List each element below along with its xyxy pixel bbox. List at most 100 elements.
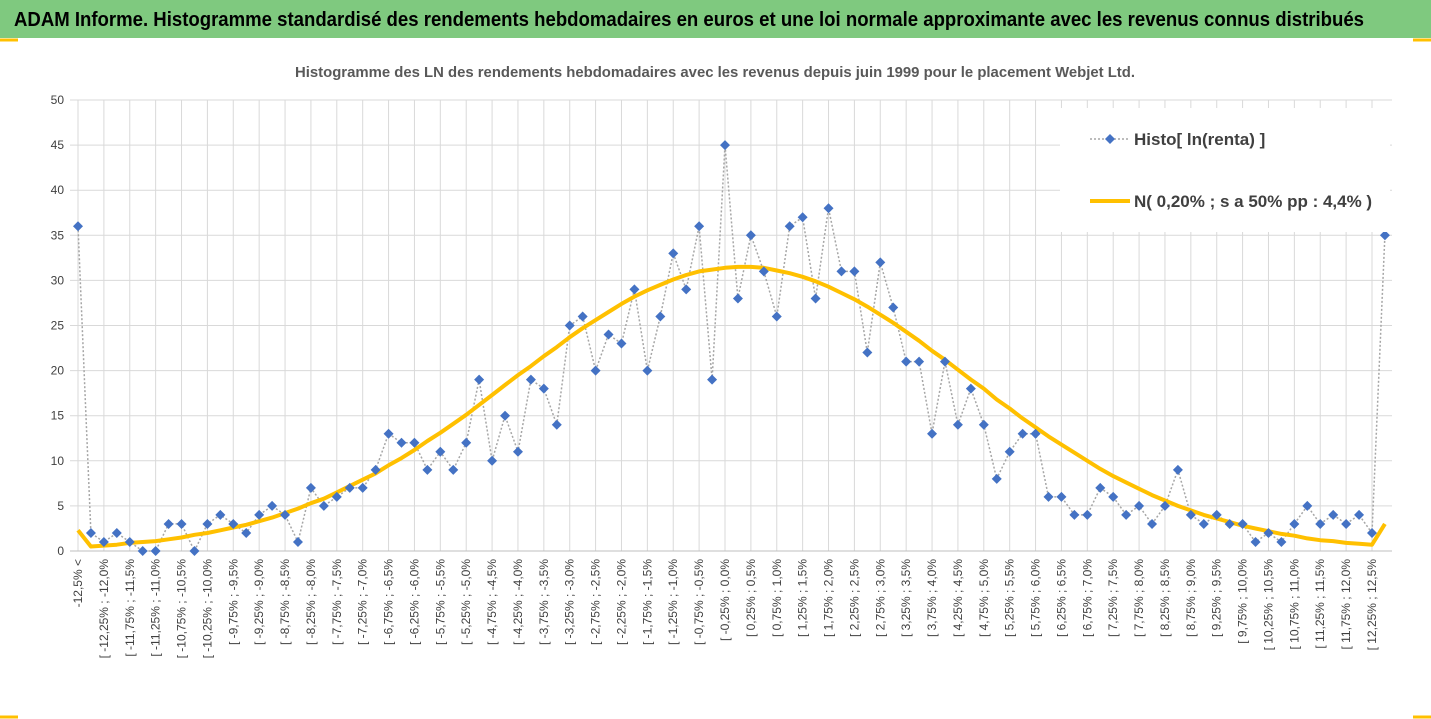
marker [538,383,549,394]
x-tick-label: [ -4,75% ; -4,5% [485,559,499,645]
marker [422,464,433,475]
marker [1056,491,1067,502]
x-tick-label: [ -0,75% ; -0,5% [692,559,706,645]
y-tick-label: 25 [51,319,65,333]
marker [163,518,174,529]
marker [1159,500,1170,511]
marker [1147,518,1158,529]
marker [694,221,705,232]
marker [512,446,523,457]
marker [1108,491,1119,502]
marker [732,293,743,304]
marker [383,428,394,439]
marker [927,428,938,439]
x-tick-label: [ -8,75% ; -8,5% [278,559,292,645]
x-tick-label: [ -7,75% ; -7,5% [330,559,344,645]
x-tick-label: [ 3,25% ; 3,5% [899,559,913,637]
marker [1004,446,1015,457]
marker [1198,518,1209,529]
x-tick-label: [ 11,75% ; 12,0% [1339,559,1353,650]
marker [474,374,485,385]
x-tick-label: [ 4,25% ; 4,5% [951,559,965,637]
marker [396,437,407,448]
marker [564,320,575,331]
series-line [76,264,1387,549]
x-tick-label: [ 10,75% ; 11,0% [1287,559,1301,650]
x-tick-label: [ -2,75% ; -2,5% [589,559,603,645]
x-tick-label: [ 2,25% ; 2,5% [847,559,861,637]
y-tick-label: 35 [51,228,65,242]
marker [1224,518,1235,529]
marker [836,266,847,277]
marker [435,446,446,457]
marker [965,383,976,394]
x-tick-label: [ 5,25% ; 5,5% [1003,559,1017,637]
marker [98,536,109,547]
x-tick-label: [ -10,75% ; -10,5% [175,559,189,659]
marker [280,509,291,520]
x-tick-label: [ -5,75% ; -5,5% [433,559,447,645]
marker [487,455,498,466]
marker [901,356,912,367]
marker [1302,500,1313,511]
legend-label: N( 0,20% ; s a 50% pp : 4,4% ) [1134,192,1372,211]
y-tick-label: 50 [51,93,65,107]
marker [616,338,627,349]
x-tick-label: [ 1,75% ; 2,0% [822,559,836,637]
x-tick-label: [ 6,25% ; 6,5% [1054,559,1068,637]
marker [642,365,653,376]
x-tick-label: [ 6,75% ; 7,0% [1080,559,1094,637]
marker [228,518,239,529]
y-tick-label: 0 [57,544,64,558]
marker [1095,482,1106,493]
marker [1263,527,1274,538]
marker [1082,509,1093,520]
header-title: ADAM Informe. Histogramme standardisé de… [14,9,1364,31]
y-tick-label: 20 [51,364,65,378]
marker [991,473,1002,484]
marker [1172,464,1183,475]
marker [370,464,381,475]
x-tick-label: [ -11,75% ; -11,5% [123,559,137,657]
x-tick-label: [ -2,25% ; -2,0% [614,559,628,645]
x-tick-label: [ 0,25% ; 0,5% [744,559,758,637]
y-tick-label: 5 [57,499,64,513]
marker [215,509,226,520]
marker [1237,518,1248,529]
y-tick-label: 15 [51,409,65,423]
marker [461,437,472,448]
marker [73,221,83,232]
marker [1185,509,1196,520]
marker [292,536,303,547]
marker [267,500,278,511]
marker [590,365,601,376]
x-tick-label: [ -11,25% ; -11,0% [149,559,163,657]
marker [707,374,718,385]
marker [551,419,562,430]
marker [448,464,459,475]
marker [681,284,692,295]
x-tick-label: [ -1,25% ; -1,0% [666,559,680,645]
marker [810,293,821,304]
y-tick-label: 30 [51,273,65,287]
marker [888,302,899,313]
marker [150,546,161,556]
x-tick-label: [ -3,25% ; -3,0% [563,559,577,645]
x-tick-label: [ 4,75% ; 5,0% [977,559,991,637]
x-tick-label: [ 0,75% ; 1,0% [770,559,784,637]
marker [1017,428,1028,439]
marker [1043,491,1054,502]
y-tick-label: 40 [51,183,65,197]
x-tick-label: [ 8,25% ; 8,5% [1158,559,1172,637]
x-tick-label: [ -4,25% ; -4,0% [511,559,525,645]
x-tick-label: [ 10,25% ; 10,5% [1261,559,1275,651]
x-tick-label: [ 7,25% ; 7,5% [1106,559,1120,637]
marker [849,266,860,277]
marker [1341,518,1352,529]
marker [1367,527,1377,538]
legend-box [1060,108,1390,232]
marker [1354,509,1365,520]
marker [758,266,769,277]
marker [344,482,355,493]
marker [111,527,122,538]
